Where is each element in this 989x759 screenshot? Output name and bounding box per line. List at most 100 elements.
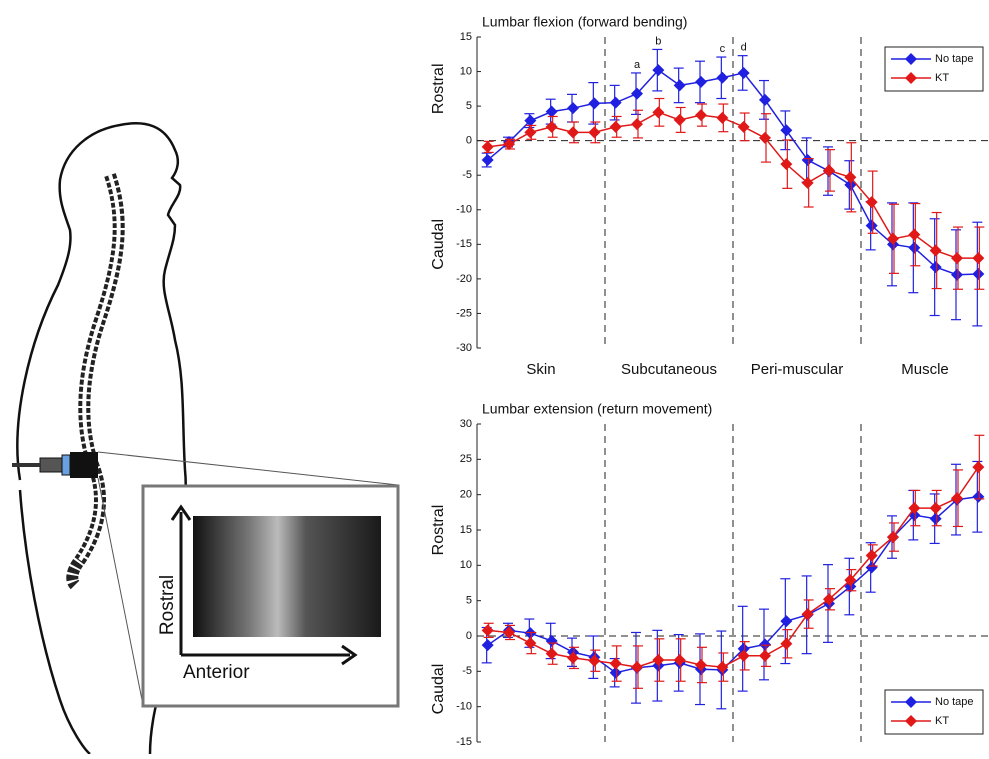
data-point bbox=[737, 642, 750, 655]
chart-title: Lumbar flexion (forward bending) bbox=[482, 14, 687, 30]
legend-marker bbox=[905, 715, 917, 727]
data-point bbox=[567, 102, 579, 115]
region-label: Peri-muscular bbox=[751, 361, 844, 378]
data-point bbox=[673, 79, 686, 92]
data-point bbox=[865, 219, 878, 232]
data-point bbox=[972, 490, 985, 503]
data-point bbox=[823, 164, 835, 177]
data-point bbox=[588, 126, 601, 139]
data-point bbox=[908, 228, 921, 241]
data-point bbox=[652, 106, 665, 119]
data-point bbox=[951, 492, 963, 505]
data-point bbox=[545, 647, 558, 660]
data-point bbox=[481, 639, 494, 652]
data-point bbox=[844, 171, 857, 184]
data-point bbox=[972, 461, 985, 474]
y-label-positive: Rostral bbox=[430, 505, 447, 556]
data-point bbox=[503, 138, 515, 151]
data-point bbox=[567, 126, 579, 139]
data-point bbox=[503, 626, 515, 639]
data-point bbox=[481, 140, 494, 153]
data-point bbox=[908, 241, 921, 254]
y-tick-label: 10 bbox=[460, 65, 472, 77]
data-point bbox=[481, 154, 494, 167]
data-point bbox=[631, 87, 643, 100]
inset-arrows bbox=[170, 504, 358, 666]
y-tick-label: 5 bbox=[466, 100, 472, 112]
data-point bbox=[481, 624, 494, 637]
data-point bbox=[609, 120, 622, 133]
y-tick-label: 30 bbox=[460, 418, 472, 430]
data-point bbox=[929, 512, 942, 525]
data-point bbox=[887, 232, 899, 245]
y-label-positive: Rostral bbox=[430, 63, 447, 114]
legend-marker bbox=[905, 72, 917, 84]
chart-title: Lumbar extension (return movement) bbox=[482, 401, 712, 417]
data-point bbox=[673, 113, 686, 126]
data-point bbox=[631, 118, 643, 131]
y-tick-label: 0 bbox=[466, 630, 472, 642]
y-tick-label: 5 bbox=[466, 595, 472, 607]
data-point bbox=[652, 654, 665, 667]
data-point bbox=[929, 244, 942, 257]
data-point bbox=[908, 509, 921, 522]
data-point bbox=[652, 64, 665, 77]
legend-label: KT bbox=[935, 72, 949, 84]
data-point bbox=[524, 114, 537, 127]
data-point bbox=[865, 549, 878, 562]
legend-box bbox=[884, 46, 984, 92]
spine bbox=[66, 173, 125, 590]
data-point bbox=[759, 93, 771, 106]
data-point bbox=[780, 158, 793, 171]
point-label: b bbox=[655, 35, 661, 47]
data-point bbox=[524, 637, 537, 650]
y-tick-label: -5 bbox=[462, 169, 472, 181]
data-point bbox=[737, 66, 750, 79]
data-point bbox=[695, 75, 707, 88]
data-point bbox=[972, 268, 985, 281]
data-point bbox=[567, 651, 579, 664]
data-point bbox=[716, 111, 729, 124]
data-point bbox=[929, 261, 942, 274]
data-point bbox=[780, 637, 793, 650]
data-point bbox=[524, 627, 537, 640]
data-point bbox=[759, 131, 771, 144]
data-point bbox=[780, 124, 793, 137]
legend-label: KT bbox=[935, 715, 949, 727]
legend-marker bbox=[905, 53, 917, 65]
data-point bbox=[695, 109, 707, 122]
legend-marker bbox=[905, 696, 917, 708]
y-tick-label: -15 bbox=[456, 736, 472, 748]
data-point bbox=[673, 654, 686, 667]
data-point bbox=[631, 661, 643, 674]
data-point bbox=[716, 71, 729, 84]
inset-y-label: Rostral bbox=[157, 575, 178, 635]
data-point bbox=[865, 196, 878, 209]
point-label: d bbox=[741, 42, 747, 54]
data-point bbox=[545, 634, 558, 647]
data-point bbox=[844, 574, 857, 587]
region-label: Subcutaneous bbox=[621, 361, 717, 378]
y-tick-label: 20 bbox=[460, 489, 472, 501]
y-tick-label: -10 bbox=[456, 204, 472, 216]
y-tick-label: -20 bbox=[456, 273, 472, 285]
y-tick-label: 15 bbox=[460, 524, 472, 536]
data-point bbox=[887, 531, 899, 544]
data-point bbox=[801, 154, 814, 167]
y-tick-label: 0 bbox=[466, 135, 472, 147]
data-point bbox=[716, 661, 729, 674]
data-point bbox=[695, 658, 707, 671]
point-label: c bbox=[720, 43, 726, 55]
y-label-negative: Caudal bbox=[430, 664, 447, 715]
legend-box bbox=[884, 689, 984, 735]
inset-x-label: Anterior bbox=[183, 662, 250, 683]
data-point bbox=[609, 657, 622, 670]
data-point bbox=[759, 638, 771, 651]
data-point bbox=[524, 126, 537, 139]
data-point bbox=[737, 120, 750, 133]
y-tick-label: -15 bbox=[456, 238, 472, 250]
probe bbox=[12, 451, 399, 706]
region-label: Muscle bbox=[901, 361, 949, 378]
legend-label: No tape bbox=[935, 53, 974, 65]
